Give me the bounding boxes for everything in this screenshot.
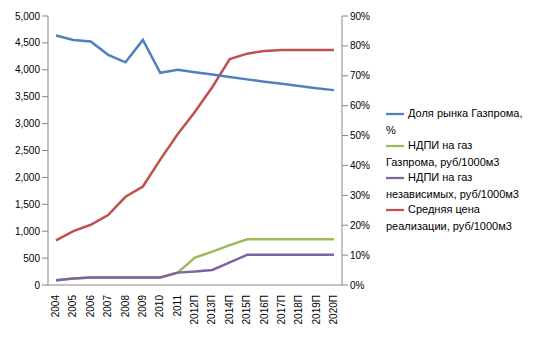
svg-text:2019П: 2019П (311, 295, 322, 324)
svg-text:40%: 40% (350, 160, 370, 171)
svg-text:2006: 2006 (85, 295, 96, 318)
svg-text:2017П: 2017П (276, 295, 287, 324)
svg-text:2007: 2007 (102, 295, 113, 318)
html-text:Средняя цена реализации, руб/1: Средняя цена реализации, руб/1000м3 (386, 202, 512, 232)
svg-text:10%: 10% (350, 250, 370, 261)
svg-text:2014П: 2014П (224, 295, 235, 324)
svg-text:3,500: 3,500 (15, 91, 40, 102)
svg-text:2005: 2005 (67, 295, 78, 318)
svg-text:0%: 0% (350, 280, 365, 291)
svg-text:2016П: 2016П (259, 295, 270, 324)
svg-text:2013П: 2013П (206, 295, 217, 324)
svg-text:1,000: 1,000 (15, 226, 40, 237)
svg-text:2018П: 2018П (293, 295, 304, 324)
svg-text:1,500: 1,500 (15, 199, 40, 210)
svg-text:60%: 60% (350, 100, 370, 111)
svg-text:2,500: 2,500 (15, 145, 40, 156)
svg-text:2008: 2008 (120, 295, 131, 318)
svg-text:2,000: 2,000 (15, 172, 40, 183)
svg-text:3,000: 3,000 (15, 118, 40, 129)
svg-text:2004: 2004 (50, 295, 61, 318)
svg-text:0: 0 (34, 280, 40, 291)
svg-text:4,500: 4,500 (15, 37, 40, 48)
svg-text:50%: 50% (350, 130, 370, 141)
svg-text:2015П: 2015П (241, 295, 252, 324)
html-text:Доля рынка Газпрома, %: Доля рынка Газпрома, % (386, 106, 523, 136)
svg-text:500: 500 (23, 253, 40, 264)
html-text:НДПИ на газ Газпрома, руб/1000: НДПИ на газ Газпрома, руб/1000м3 (386, 138, 500, 168)
svg-text:70%: 70% (350, 70, 370, 81)
svg-text:2012П: 2012П (189, 295, 200, 324)
html-text:НДПИ на газ независимых, руб/1: НДПИ на газ независимых, руб/1000м3 (386, 170, 519, 200)
svg-text:4,000: 4,000 (15, 64, 40, 75)
svg-text:90%: 90% (350, 11, 370, 22)
svg-text:5,000: 5,000 (15, 11, 40, 22)
svg-text:2020П: 2020П (328, 295, 339, 324)
svg-text:30%: 30% (350, 190, 370, 201)
svg-text:20%: 20% (350, 220, 370, 231)
svg-text:80%: 80% (350, 40, 370, 51)
svg-text:2010: 2010 (154, 295, 165, 318)
svg-text:2009: 2009 (137, 295, 148, 318)
svg-text:2011: 2011 (172, 295, 183, 317)
